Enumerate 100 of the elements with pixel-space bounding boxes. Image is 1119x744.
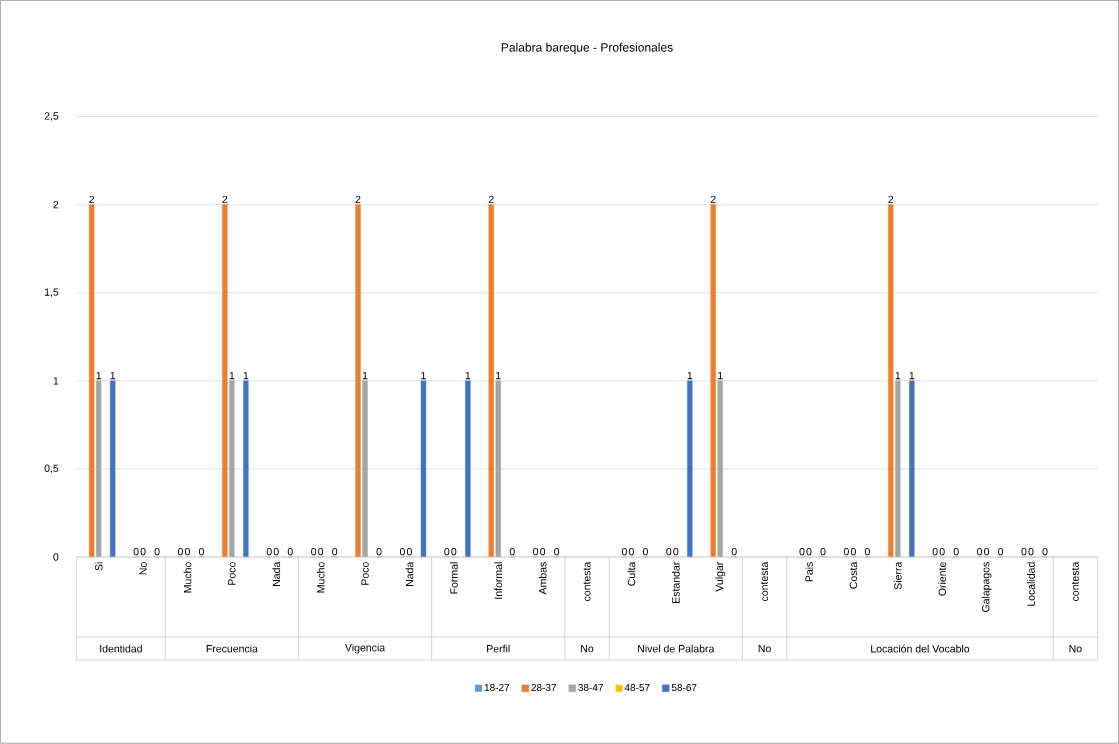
x-tick-label: Vulgar bbox=[715, 562, 726, 592]
x-tick-label: Formal bbox=[449, 562, 458, 594]
data-label: 0 bbox=[850, 548, 856, 556]
data-label: 1 bbox=[110, 372, 116, 380]
text: No bbox=[758, 645, 771, 653]
data-label: 1 bbox=[909, 372, 915, 380]
x-tick-label: Estandar bbox=[671, 562, 680, 604]
text: No bbox=[581, 645, 594, 653]
data-label: 2 bbox=[888, 195, 894, 204]
bar bbox=[110, 380, 116, 558]
data-label: 0 bbox=[806, 548, 812, 556]
data-label: 1 bbox=[362, 372, 368, 380]
data-label: 0 bbox=[406, 548, 412, 556]
data-label: 0 bbox=[177, 548, 183, 556]
bar bbox=[717, 380, 723, 558]
y-tick-label: 2 bbox=[53, 201, 59, 209]
data-label: 0 bbox=[1021, 548, 1027, 556]
data-label: 1 bbox=[687, 372, 693, 380]
data-label: 0 bbox=[673, 548, 679, 556]
bar bbox=[495, 380, 501, 558]
data-label: 0 bbox=[140, 548, 146, 556]
x-tick-label: Pais bbox=[805, 562, 813, 582]
data-label: 2 bbox=[355, 195, 361, 204]
data-label: 0 bbox=[266, 548, 272, 556]
x-tick-label: Sierra bbox=[893, 561, 902, 590]
text: Nivel de Palabra bbox=[638, 644, 715, 653]
bar bbox=[243, 380, 249, 558]
data-label: 0 bbox=[154, 548, 160, 556]
data-label: 1 bbox=[229, 372, 235, 380]
data-label: 0 bbox=[820, 548, 826, 556]
data-label: 0 bbox=[864, 548, 870, 556]
data-label: 0 bbox=[731, 548, 737, 556]
y-tick-label: 0,5 bbox=[44, 464, 59, 474]
x-tick-label: contesta bbox=[583, 561, 591, 602]
bar bbox=[888, 204, 894, 558]
data-label: 0 bbox=[799, 548, 805, 556]
bar bbox=[465, 380, 471, 558]
x-tick-label: Informal bbox=[494, 562, 503, 599]
text: Vigencia bbox=[345, 643, 386, 654]
y-tick-label: 1 bbox=[53, 377, 59, 385]
x-tick-label: contesta bbox=[1071, 561, 1079, 602]
data-label: 0 bbox=[932, 548, 938, 556]
x-tick-label: Poco bbox=[361, 562, 369, 585]
y-tick-label: 2,5 bbox=[44, 112, 59, 122]
data-label: 0 bbox=[1042, 548, 1048, 556]
bar bbox=[895, 380, 901, 558]
data-label: 0 bbox=[444, 548, 450, 556]
legend-label: 28-37 bbox=[531, 684, 557, 692]
data-label: 0 bbox=[198, 548, 204, 556]
data-label: 0 bbox=[133, 548, 139, 556]
bar bbox=[488, 204, 494, 558]
data-label: 1 bbox=[465, 372, 471, 380]
data-label: 0 bbox=[621, 548, 627, 556]
data-label: 0 bbox=[1028, 548, 1034, 556]
bar bbox=[687, 380, 693, 558]
data-label: 0 bbox=[376, 548, 382, 556]
data-label: 0 bbox=[184, 548, 190, 556]
x-tick-label: Nada bbox=[272, 561, 281, 587]
x-tick-label: Galapagos bbox=[981, 562, 992, 613]
chart-title: Palabra bareque - Profesionales bbox=[501, 43, 673, 55]
bar bbox=[909, 380, 915, 558]
data-label: 0 bbox=[399, 548, 405, 556]
text: Identidad bbox=[100, 644, 142, 653]
legend-label: 18-27 bbox=[484, 684, 510, 692]
text: Locación del Vocablo bbox=[871, 644, 970, 653]
data-label: 2 bbox=[710, 195, 716, 204]
data-label: 1 bbox=[895, 372, 901, 380]
x-tick-label: Costa bbox=[849, 561, 858, 589]
data-label: 2 bbox=[89, 195, 95, 204]
data-label: 0 bbox=[332, 548, 338, 556]
data-label: 0 bbox=[554, 548, 560, 556]
x-tick-label: Ambas bbox=[538, 562, 547, 595]
text: Perfil bbox=[487, 644, 510, 653]
data-label: 0 bbox=[939, 548, 945, 556]
x-tick-label: Localidad bbox=[1027, 562, 1035, 607]
data-label: 1 bbox=[96, 372, 102, 380]
data-label: 2 bbox=[222, 195, 228, 204]
legend-label: 38-47 bbox=[578, 684, 603, 692]
data-label: 1 bbox=[496, 372, 501, 380]
data-label: 0 bbox=[273, 548, 279, 556]
data-label: 0 bbox=[540, 548, 546, 556]
x-tick-label: contesta bbox=[761, 561, 769, 602]
data-label: 0 bbox=[998, 548, 1004, 556]
y-tick-label: 0 bbox=[53, 553, 59, 561]
data-label: 0 bbox=[843, 548, 849, 556]
data-label: 0 bbox=[666, 548, 672, 556]
text: No bbox=[1069, 645, 1082, 653]
data-label: 0 bbox=[533, 548, 539, 556]
data-label: 0 bbox=[451, 548, 457, 556]
data-label: 1 bbox=[243, 372, 249, 380]
x-tick-label: Mucho bbox=[316, 562, 325, 593]
data-label: 0 bbox=[628, 548, 634, 556]
legend-label: 48-57 bbox=[624, 684, 650, 692]
x-tick-label: Mucho bbox=[183, 562, 192, 593]
data-label: 0 bbox=[318, 548, 324, 556]
bar bbox=[222, 204, 228, 558]
bar bbox=[229, 380, 235, 558]
data-label: 0 bbox=[977, 548, 983, 556]
bar bbox=[710, 204, 716, 558]
bar bbox=[89, 204, 95, 558]
